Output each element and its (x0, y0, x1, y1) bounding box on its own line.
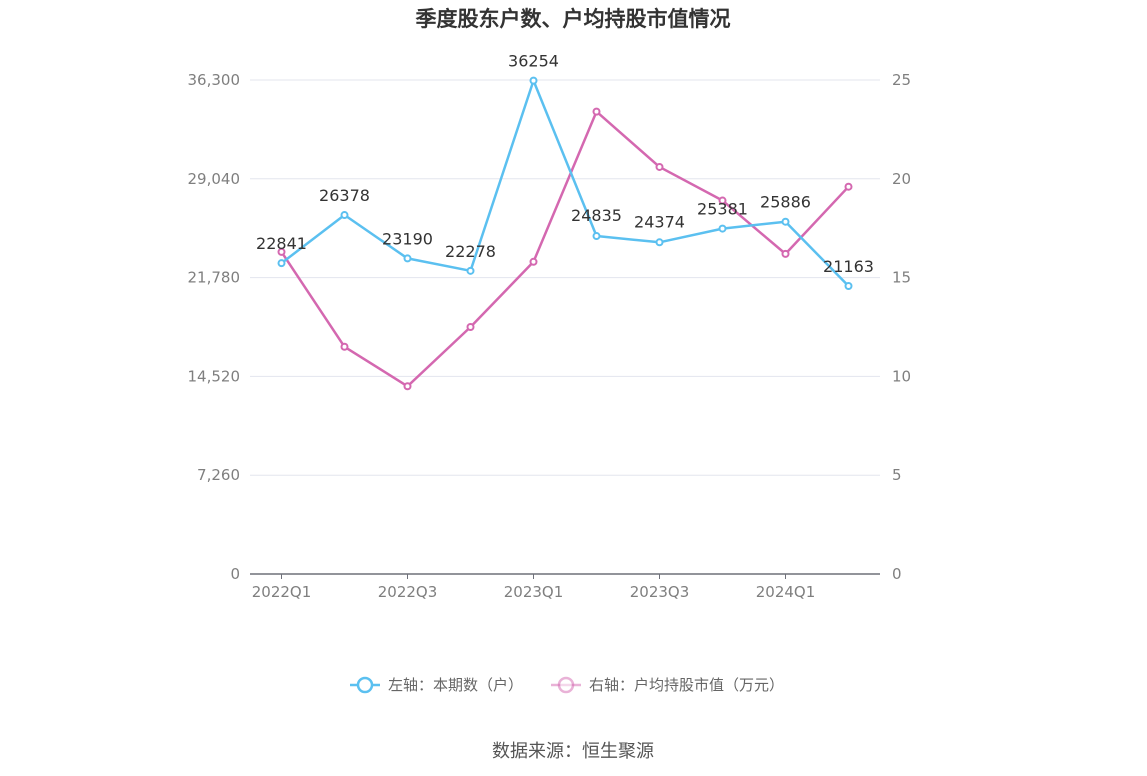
data-point (466, 266, 475, 275)
data-label: 25381 (697, 200, 748, 219)
series-line (280, 110, 850, 388)
left-tick-label: 14,520 (188, 367, 241, 385)
left-tick-label: 0 (230, 565, 240, 583)
x-tick-label: 2023Q1 (504, 583, 564, 601)
data-point (340, 342, 349, 351)
data-point (718, 196, 727, 205)
data-point (655, 238, 664, 247)
right-tick-label: 25 (892, 71, 911, 89)
axes: 0 0 7,260 5 14,520 10 21,780 15 29,040 20 36,300 25… (188, 71, 912, 601)
right-tick-label: 15 (892, 269, 911, 287)
x-tick-label: 2022Q1 (252, 583, 312, 601)
data-point (277, 247, 286, 256)
data-point (340, 211, 349, 220)
data-point (781, 249, 790, 258)
left-tick-label: 7,260 (197, 466, 240, 484)
legend-label: 右轴：户均持股市值（万元） (589, 676, 784, 694)
right-tick-label: 20 (892, 170, 911, 188)
data-label: 23190 (382, 229, 433, 248)
data-label: 25886 (760, 193, 811, 212)
legend[interactable]: 左轴：本期数（户） 右轴：户均持股市值（万元） (350, 676, 784, 694)
series-line (280, 79, 850, 287)
chart-title: 季度股东户数、户均持股市值情况 (416, 7, 731, 31)
data-label: 22841 (256, 234, 307, 253)
left-tick-label: 21,780 (188, 269, 241, 287)
data-point (277, 259, 286, 268)
data-point (592, 107, 601, 116)
right-tick-label: 0 (892, 565, 902, 583)
data-point (592, 232, 601, 241)
right-tick-label: 10 (892, 367, 911, 385)
data-point (844, 182, 853, 191)
left-tick-label: 36,300 (188, 71, 241, 89)
data-point (655, 162, 664, 171)
x-tick-label: 2024Q1 (756, 583, 816, 601)
series-group: 22841 26378 23190 22278 36254 24835 24374 25381… (256, 52, 874, 391)
data-point (781, 217, 790, 226)
legend-label: 左轴：本期数（户） (388, 676, 523, 694)
data-label: 21163 (823, 257, 874, 276)
source-note: 数据来源：恒生聚源 (492, 741, 654, 762)
data-point (403, 382, 412, 391)
data-point (718, 224, 727, 233)
data-point (466, 323, 475, 331)
data-point (529, 76, 538, 85)
grid-lines (250, 79, 880, 476)
legend-item[interactable]: 左轴：本期数（户） (350, 676, 523, 694)
data-label: 24374 (634, 212, 685, 231)
data-label: 36254 (508, 52, 559, 71)
data-label: 22278 (445, 242, 496, 261)
left-tick-label: 29,040 (188, 170, 241, 188)
legend-marker (557, 676, 575, 694)
x-tick-label: 2022Q3 (378, 583, 438, 601)
legend-marker (356, 676, 374, 694)
legend-item[interactable]: 右轴：户均持股市值（万元） (551, 676, 784, 694)
data-point (403, 254, 412, 263)
data-point (844, 281, 853, 290)
data-label: 26378 (319, 186, 370, 205)
data-point (529, 257, 538, 266)
right-tick-label: 5 (892, 466, 902, 484)
data-label: 24835 (571, 206, 622, 225)
x-tick-label: 2023Q3 (630, 583, 690, 601)
